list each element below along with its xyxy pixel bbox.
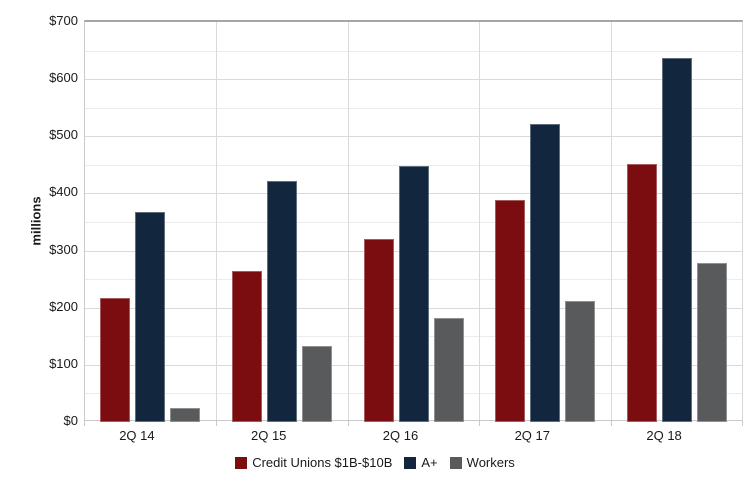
legend-label: A+ [421, 455, 438, 470]
bar-workers [170, 407, 200, 422]
y-axis-tick-label: $300 [49, 241, 78, 257]
x-axis-tick [216, 421, 217, 426]
legend-swatch-a [404, 456, 417, 469]
x-axis-category-label: 2Q 16 [382, 428, 419, 443]
legend-swatch-credit-unions-1b-10b [235, 456, 248, 469]
h-gridline-major [85, 79, 742, 81]
bar-a [662, 58, 692, 422]
v-gridline [348, 22, 349, 420]
legend-swatch-workers [449, 456, 462, 469]
y-axis-tick-label: $700 [49, 13, 78, 28]
x-axis-tick [84, 421, 85, 426]
y-axis-tick-label: $600 [49, 70, 78, 86]
y-axis-tick-label: $400 [49, 184, 78, 200]
legend-label: Workers [466, 455, 515, 470]
bar-a [267, 181, 297, 422]
x-axis-tick [742, 421, 743, 426]
bar-a [399, 166, 429, 422]
h-gridline-minor [85, 164, 742, 166]
v-gridline [479, 22, 480, 420]
v-gridline [216, 22, 217, 420]
x-axis-tick [348, 421, 349, 426]
bar-credit-unions-1b-10b [100, 298, 130, 422]
bar-a [530, 124, 560, 422]
x-axis-category-label: 2Q 17 [514, 428, 550, 443]
legend-item: A+ [404, 455, 438, 470]
bar-credit-unions-1b-10b [495, 199, 525, 422]
bar-credit-unions-1b-10b [627, 164, 657, 422]
bar-credit-unions-1b-10b [232, 270, 262, 422]
h-gridline-major [85, 136, 742, 138]
bar-workers [565, 301, 595, 422]
legend-item: Credit Unions $1B-$10B [235, 455, 392, 470]
bar-workers [434, 318, 464, 422]
x-axis-category-label: 2Q 18 [646, 428, 682, 443]
y-axis-tick-label: $0 [63, 413, 78, 428]
bar-a [135, 211, 165, 422]
x-axis-tick [479, 421, 480, 426]
plot-area [84, 20, 743, 422]
bar-credit-unions-1b-10b [364, 238, 394, 422]
legend-label: Credit Unions $1B-$10B [252, 455, 393, 470]
h-gridline-minor [85, 107, 742, 109]
y-axis-title: millions [28, 196, 44, 246]
h-gridline-minor [85, 50, 742, 52]
legend: Credit Unions $1B-$10B A+ Workers [0, 455, 750, 470]
bar-workers [697, 263, 727, 422]
y-axis-tick-label: $200 [49, 298, 78, 314]
x-axis-category-label: 2Q 15 [250, 428, 287, 443]
bar-workers [302, 346, 332, 422]
y-axis-tick-label: $500 [49, 127, 78, 143]
v-gridline [611, 22, 612, 420]
y-axis-tick-label: $100 [49, 355, 78, 371]
x-axis-tick [611, 421, 612, 426]
legend-item: Workers [449, 455, 515, 470]
x-axis-category-label: 2Q 14 [119, 428, 155, 443]
